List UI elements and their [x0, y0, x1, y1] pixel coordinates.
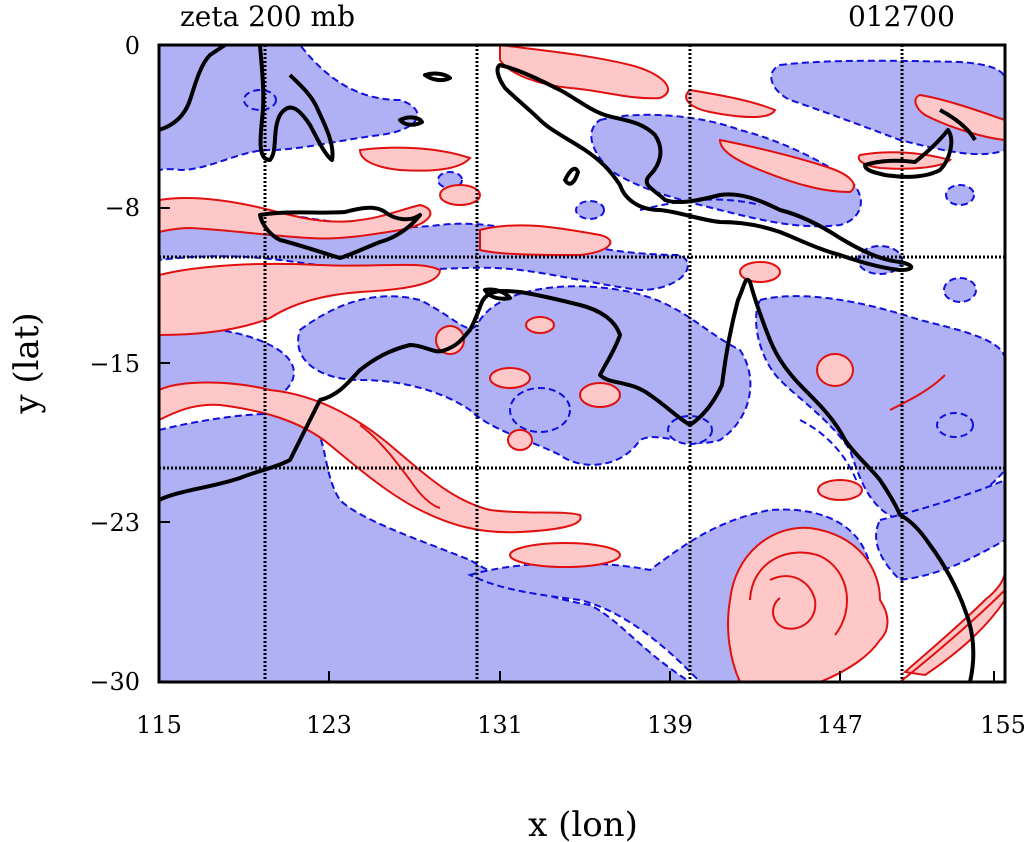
negative-patch: [509, 387, 571, 433]
map-title: zeta 200 mb: [180, 0, 355, 33]
lat-lon-grid: [159, 45, 1005, 682]
negative-patch: [243, 89, 277, 111]
y-tick-label: −23: [89, 509, 140, 537]
y-tick-labels: 0 −8 −15 −23 −30: [89, 32, 140, 696]
positive-patch: [817, 479, 863, 501]
y-tick-label: −8: [105, 194, 140, 222]
coastline-island: [483, 287, 512, 301]
x-tick-label: 139: [647, 711, 693, 739]
negative-patch: [575, 200, 605, 220]
y-tick-label: 0: [125, 32, 140, 60]
coastline-island: [398, 115, 424, 127]
negative-contour-line: [799, 419, 861, 491]
positive-band-indonesia: [159, 197, 432, 240]
negative-patch: [936, 412, 974, 438]
positive-band-north-center: [358, 146, 472, 172]
coastline-sulawesi: [258, 45, 335, 162]
coastlines: [159, 45, 977, 682]
map-plot-area: [159, 45, 1005, 682]
positive-patch: [525, 316, 555, 334]
positive-patch: [507, 429, 533, 451]
positive-patch: [489, 367, 531, 389]
positive-band-central-north: [479, 224, 612, 257]
coastline-borneo: [159, 45, 227, 132]
negative-patch: [943, 277, 977, 303]
tick-marks: [159, 44, 995, 683]
positive-patch: [509, 542, 621, 568]
positive-band-west: [159, 262, 442, 337]
negative-region-east: [755, 295, 1005, 522]
positive-band-far-east: [914, 93, 1005, 142]
negative-region-east-bottom: [875, 478, 1005, 582]
positive-patch: [579, 382, 621, 408]
coastline-new-guinea: [495, 63, 914, 272]
x-tick-label: 147: [817, 711, 863, 739]
negative-region-southwest: [159, 412, 692, 682]
x-tick-label: 131: [477, 711, 523, 739]
x-tick-label: 115: [136, 711, 182, 739]
positive-swirl-line: [749, 551, 848, 636]
x-tick-label: 155: [980, 711, 1026, 739]
positive-vorticity-regions: [159, 45, 1005, 682]
positive-patch: [816, 353, 854, 387]
y-tick-label: −30: [89, 668, 140, 696]
x-tick-label: 123: [306, 711, 352, 739]
positive-swirl-line: [769, 575, 817, 630]
coastline-australia: [159, 277, 976, 682]
coastline-far-east: [939, 108, 977, 142]
positive-contour-line: [899, 589, 1005, 682]
positive-band-png: [718, 138, 855, 194]
positive-patch: [435, 325, 465, 355]
timestamp-label: 012700: [848, 0, 955, 33]
coastline-timor-chain: [258, 205, 422, 260]
coastline-island: [563, 166, 580, 186]
positive-cyclone-southeast: [727, 526, 889, 682]
coastline-bismarck: [863, 128, 954, 179]
x-tick-labels: 115 123 131 139 147 155: [136, 711, 1026, 739]
positive-band-northeast-2: [685, 88, 777, 118]
positive-band-east-diagonal: [902, 569, 1005, 677]
coastline-island: [423, 71, 452, 83]
positive-patch: [739, 261, 781, 283]
negative-patch: [945, 184, 975, 206]
x-axis-label: x (lon): [528, 805, 638, 842]
y-axis-label: y (lat): [7, 312, 47, 414]
positive-band-southwest: [159, 381, 582, 534]
positive-patch: [439, 184, 481, 206]
y-tick-label: −15: [89, 350, 140, 378]
positive-contour-line: [889, 374, 946, 411]
positive-band-inner-line: [359, 424, 441, 509]
